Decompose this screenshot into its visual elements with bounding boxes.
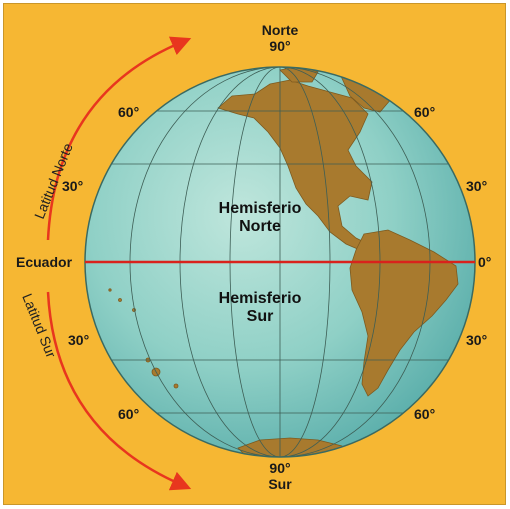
north-hemi-line1: Hemisferio bbox=[218, 200, 302, 217]
south-pole-name: Sur bbox=[268, 476, 292, 492]
south-hemi-line2: Sur bbox=[246, 308, 274, 325]
south-latitude-label: Latitud Sur bbox=[19, 291, 59, 360]
equator-label: Ecuador bbox=[16, 254, 73, 270]
left-lat-60s: 60° bbox=[118, 406, 140, 422]
arctic-islands-shape bbox=[279, 67, 319, 83]
northern-hemisphere-label: Hemisferio Norte bbox=[200, 200, 320, 236]
southern-hemisphere-label: Hemisferio Sur bbox=[200, 290, 320, 326]
north-pole-degrees: 90° bbox=[269, 38, 291, 54]
north-latitude-arrow bbox=[46, 36, 192, 241]
south-hemi-line1: Hemisferio bbox=[218, 290, 302, 307]
left-lat-30n: 30° bbox=[62, 178, 84, 194]
south-pole-label: 90° Sur bbox=[250, 460, 310, 492]
right-lat-30n: 30° bbox=[466, 178, 488, 194]
north-pole-label: Norte 90° bbox=[250, 22, 310, 54]
south-latitude-arrow bbox=[46, 291, 192, 491]
right-lat-30s: 30° bbox=[466, 332, 488, 348]
north-hemi-line2: Norte bbox=[239, 218, 281, 235]
south-pole-degrees: 90° bbox=[269, 460, 291, 476]
right-lat-60s: 60° bbox=[414, 406, 436, 422]
north-pole-name: Norte bbox=[261, 22, 299, 38]
right-lat-0: 0° bbox=[478, 254, 492, 270]
right-lat-60n: 60° bbox=[414, 104, 436, 120]
north-america-shape bbox=[217, 79, 373, 251]
left-lat-60n: 60° bbox=[118, 104, 140, 120]
south-america-shape bbox=[349, 229, 459, 397]
left-lat-30s: 30° bbox=[68, 332, 90, 348]
